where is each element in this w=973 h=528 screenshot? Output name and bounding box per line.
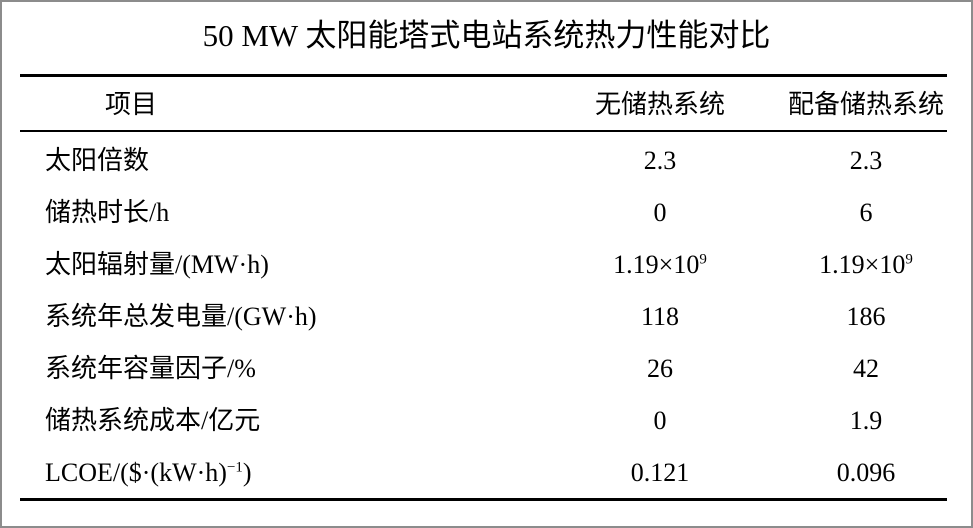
row-label: 太阳倍数 [45,146,150,175]
cell-with-storage: 186 [846,302,886,331]
value-exponent: 9 [905,251,913,268]
value-base: 1.19×10 [819,250,906,279]
top-rule [20,74,947,77]
cell-with-storage: 0.096 [836,458,896,487]
table-row: 太阳倍数 2.3 2.3 [20,135,947,187]
label-exponent: −1 [226,459,243,476]
cell-no-storage: 2.3 [643,146,677,175]
header-item: 项目 [105,90,158,119]
row-label: 系统年总发电量/(GW·h) [45,302,317,331]
value-base: 1.19×10 [613,250,700,279]
row-label: LCOE/($·(kW·h)−1) [20,447,535,499]
performance-table: 项目 无储热系统 配备储热系统 太阳倍数 2.3 2.3 储热时长/h 0 6 … [20,79,947,499]
value-exponent: 9 [699,251,707,268]
table-row: LCOE/($·(kW·h)−1) 0.121 0.096 [20,447,947,499]
row-label: 储热时长/h [45,198,170,227]
table-title: 50 MW 太阳能塔式电站系统热力性能对比 [202,18,771,53]
bottom-rule [20,498,947,501]
row-label: 储热系统成本/亿元 [45,406,261,435]
cell-no-storage: 1.19×109 [535,239,785,291]
cell-no-storage: 0 [653,198,667,227]
table-row: 太阳辐射量/(MW·h) 1.19×109 1.19×109 [20,239,947,291]
cell-with-storage: 42 [853,354,879,383]
table-row: 储热时长/h 0 6 [20,187,947,239]
cell-with-storage: 6 [859,198,873,227]
table-row: 系统年总发电量/(GW·h) 118 186 [20,291,947,343]
row-label: 太阳辐射量/(MW·h) [45,250,269,279]
header-rule [20,130,947,132]
label-base: LCOE/($·(kW·h) [45,458,227,487]
cell-no-storage: 0 [653,406,667,435]
header-no-storage: 无储热系统 [594,90,725,119]
header-with-storage: 配备储热系统 [787,90,944,119]
cell-with-storage: 1.19×109 [785,239,947,291]
cell-no-storage: 26 [647,354,673,383]
cell-with-storage: 1.9 [849,406,883,435]
cell-no-storage: 0.121 [630,458,690,487]
cell-no-storage: 118 [640,302,680,331]
cell-with-storage: 2.3 [849,146,883,175]
table-row: 系统年容量因子/% 26 42 [20,343,947,395]
table-header-row: 项目 无储热系统 配备储热系统 [20,79,947,131]
table-row: 储热系统成本/亿元 0 1.9 [20,395,947,447]
row-label: 系统年容量因子/% [45,354,256,383]
label-tail: ) [242,458,252,487]
